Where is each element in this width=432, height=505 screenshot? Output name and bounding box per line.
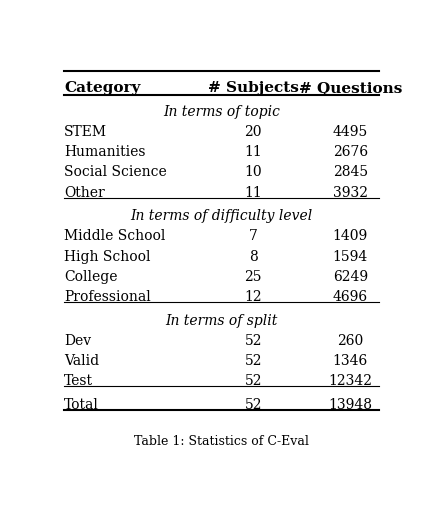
Text: 7: 7 (249, 229, 257, 243)
Text: 4495: 4495 (333, 125, 368, 138)
Text: 1409: 1409 (333, 229, 368, 243)
Text: 12342: 12342 (328, 374, 372, 387)
Text: STEM: STEM (64, 125, 107, 138)
Text: 2676: 2676 (333, 145, 368, 159)
Text: In terms of topic: In terms of topic (163, 105, 280, 119)
Text: 11: 11 (245, 185, 262, 199)
Text: 12: 12 (245, 289, 262, 304)
Text: 260: 260 (337, 333, 363, 347)
Text: Category: Category (64, 81, 140, 95)
Text: 20: 20 (245, 125, 262, 138)
Text: High School: High School (64, 249, 150, 263)
Text: 52: 52 (245, 333, 262, 347)
Text: # Questions: # Questions (299, 81, 402, 95)
Text: Total: Total (64, 397, 99, 412)
Text: 52: 52 (245, 374, 262, 387)
Text: 52: 52 (245, 354, 262, 367)
Text: 3932: 3932 (333, 185, 368, 199)
Text: 11: 11 (245, 145, 262, 159)
Text: 1594: 1594 (333, 249, 368, 263)
Text: Table 1: Statistics of C-Eval: Table 1: Statistics of C-Eval (134, 434, 309, 447)
Text: Humanities: Humanities (64, 145, 146, 159)
Text: Dev: Dev (64, 333, 91, 347)
Text: 2845: 2845 (333, 165, 368, 179)
Text: Social Science: Social Science (64, 165, 167, 179)
Text: 13948: 13948 (328, 397, 372, 412)
Text: Test: Test (64, 374, 93, 387)
Text: Middle School: Middle School (64, 229, 165, 243)
Text: College: College (64, 269, 118, 283)
Text: Valid: Valid (64, 354, 99, 367)
Text: 1346: 1346 (333, 354, 368, 367)
Text: 25: 25 (245, 269, 262, 283)
Text: 10: 10 (245, 165, 262, 179)
Text: Other: Other (64, 185, 105, 199)
Text: In terms of split: In terms of split (165, 313, 278, 327)
Text: # Subjects: # Subjects (208, 81, 299, 95)
Text: 8: 8 (249, 249, 257, 263)
Text: Professional: Professional (64, 289, 151, 304)
Text: In terms of difficulty level: In terms of difficulty level (130, 209, 312, 223)
Text: 6249: 6249 (333, 269, 368, 283)
Text: 4696: 4696 (333, 289, 368, 304)
Text: 52: 52 (245, 397, 262, 412)
